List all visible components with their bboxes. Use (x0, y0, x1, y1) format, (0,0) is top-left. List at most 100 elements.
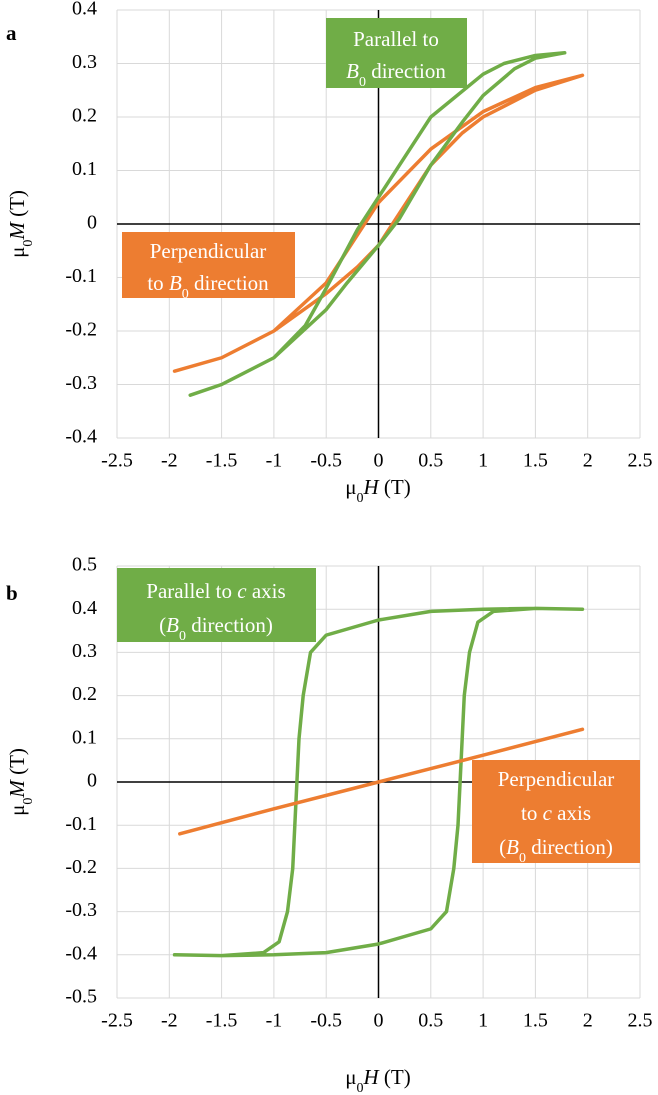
x-tick-label: -1 (266, 1010, 283, 1032)
y-tick-label: 0.1 (72, 158, 97, 180)
t: M (5, 221, 29, 241)
t: M (5, 779, 29, 799)
annotation-box (326, 18, 467, 88)
annotation: (B0 direction) (159, 613, 273, 644)
annotation-box (472, 760, 640, 863)
x-tick-label: 1 (478, 1010, 488, 1032)
y-tick-label: 0.3 (72, 640, 97, 662)
y-tick-label: 0.4 (72, 0, 97, 20)
t: (T) (5, 190, 29, 222)
x-tick-label: 1.5 (523, 1010, 548, 1032)
y-tick-label: 0.5 (72, 554, 97, 576)
t: 0 (21, 240, 36, 247)
series-line (172, 606, 585, 958)
t: B (506, 835, 519, 859)
series-line (188, 51, 567, 397)
y-tick-label: 0.2 (72, 105, 97, 127)
x-tick-label: 0 (374, 450, 384, 472)
t: 0 (359, 75, 366, 90)
t: H (363, 1065, 381, 1089)
annotation: (B0 direction) (499, 835, 613, 866)
t: B (166, 613, 179, 637)
x-tick-label: 0 (374, 1010, 384, 1032)
y-tick-label: -0.2 (65, 319, 97, 341)
annotation: Perpendicular (498, 767, 615, 791)
t: 0 (21, 798, 36, 805)
x-tick-label: -2.5 (101, 450, 133, 472)
x-tick-label: 1 (478, 450, 488, 472)
t: μ (5, 805, 29, 816)
annotation-box (117, 568, 316, 642)
t: direction) (186, 613, 273, 637)
series-line (178, 727, 585, 836)
t: to (147, 271, 169, 295)
t: μ (5, 247, 29, 258)
x-tick-label: 1.5 (523, 450, 548, 472)
t: (T) (379, 1065, 411, 1089)
annotation: Parallel to c axis (146, 579, 285, 603)
t: B (169, 271, 182, 295)
x-tick-label: 0.5 (418, 1010, 443, 1032)
y-tick-label: -0.4 (65, 426, 97, 448)
x-tick-label: 2 (583, 1010, 593, 1032)
x-axis-title: μ0H (T) (345, 475, 411, 506)
annotation: B0 direction (346, 59, 446, 90)
panel-label: b (6, 581, 18, 605)
x-tick-label: 0.5 (418, 450, 443, 472)
t: (T) (5, 748, 29, 780)
t: c (237, 579, 247, 603)
t: Parallel to (353, 27, 439, 51)
t: ( (159, 613, 166, 637)
t: μ (345, 475, 356, 499)
plots: -0.4 -0.3 -0.2 -0.1 0 0.1 0.2 0.3 0.4 -2.5 -2 -1.5 -… (65, 0, 652, 1032)
y-tick-label: 0 (87, 212, 97, 234)
x-tick-label: 2.5 (628, 450, 653, 472)
annotation: to c axis (521, 801, 591, 825)
y-tick-label: -0.2 (65, 856, 97, 878)
annotation-box (122, 232, 295, 298)
y-tick-label: -0.1 (65, 265, 97, 287)
t: 0 (182, 287, 189, 302)
t: μ (345, 1065, 356, 1089)
x-tick-label: -2.5 (101, 1010, 133, 1032)
t: H (363, 475, 381, 499)
t: direction (366, 59, 446, 83)
t: 0 (357, 491, 364, 506)
y-tick-label: -0.4 (65, 942, 97, 964)
t: (T) (379, 475, 411, 499)
t: Perpendicular (498, 767, 615, 791)
x-tick-label: -2 (161, 1010, 178, 1032)
t: 0 (519, 851, 526, 866)
x-tick-label: -2 (161, 450, 178, 472)
t: Perpendicular (150, 239, 267, 263)
y-tick-label: -0.5 (65, 986, 97, 1008)
t: axis (552, 801, 591, 825)
t: direction (189, 271, 269, 295)
y-axis-title: μ0M (T) (5, 748, 36, 816)
x-tick-label: -0.5 (310, 450, 342, 472)
x-tick-label: 2 (583, 450, 593, 472)
x-axis-title: μ0H (T) (345, 1065, 411, 1095)
t: Parallel to (146, 579, 237, 603)
y-tick-label: 0.3 (72, 51, 97, 73)
y-tick-label: 0 (87, 770, 97, 792)
y-tick-label: -0.3 (65, 372, 97, 394)
annotation: Parallel to (353, 27, 439, 51)
t: B (346, 59, 359, 83)
x-tick-label: -0.5 (310, 1010, 342, 1032)
y-tick-label: 0.1 (72, 726, 97, 748)
t: direction) (526, 835, 613, 859)
x-tick-label: -1 (266, 450, 283, 472)
x-tick-label: -1.5 (206, 450, 238, 472)
x-tick-label: 2.5 (628, 1010, 653, 1032)
t: ( (499, 835, 506, 859)
annotation: Perpendicular (150, 239, 267, 263)
y-tick-label: -0.1 (65, 813, 97, 835)
y-tick-label: 0.4 (72, 597, 97, 619)
t: 0 (357, 1081, 364, 1095)
y-tick-label: 0.2 (72, 683, 97, 705)
t: 0 (179, 629, 186, 644)
annotation: to B0 direction (147, 271, 269, 302)
